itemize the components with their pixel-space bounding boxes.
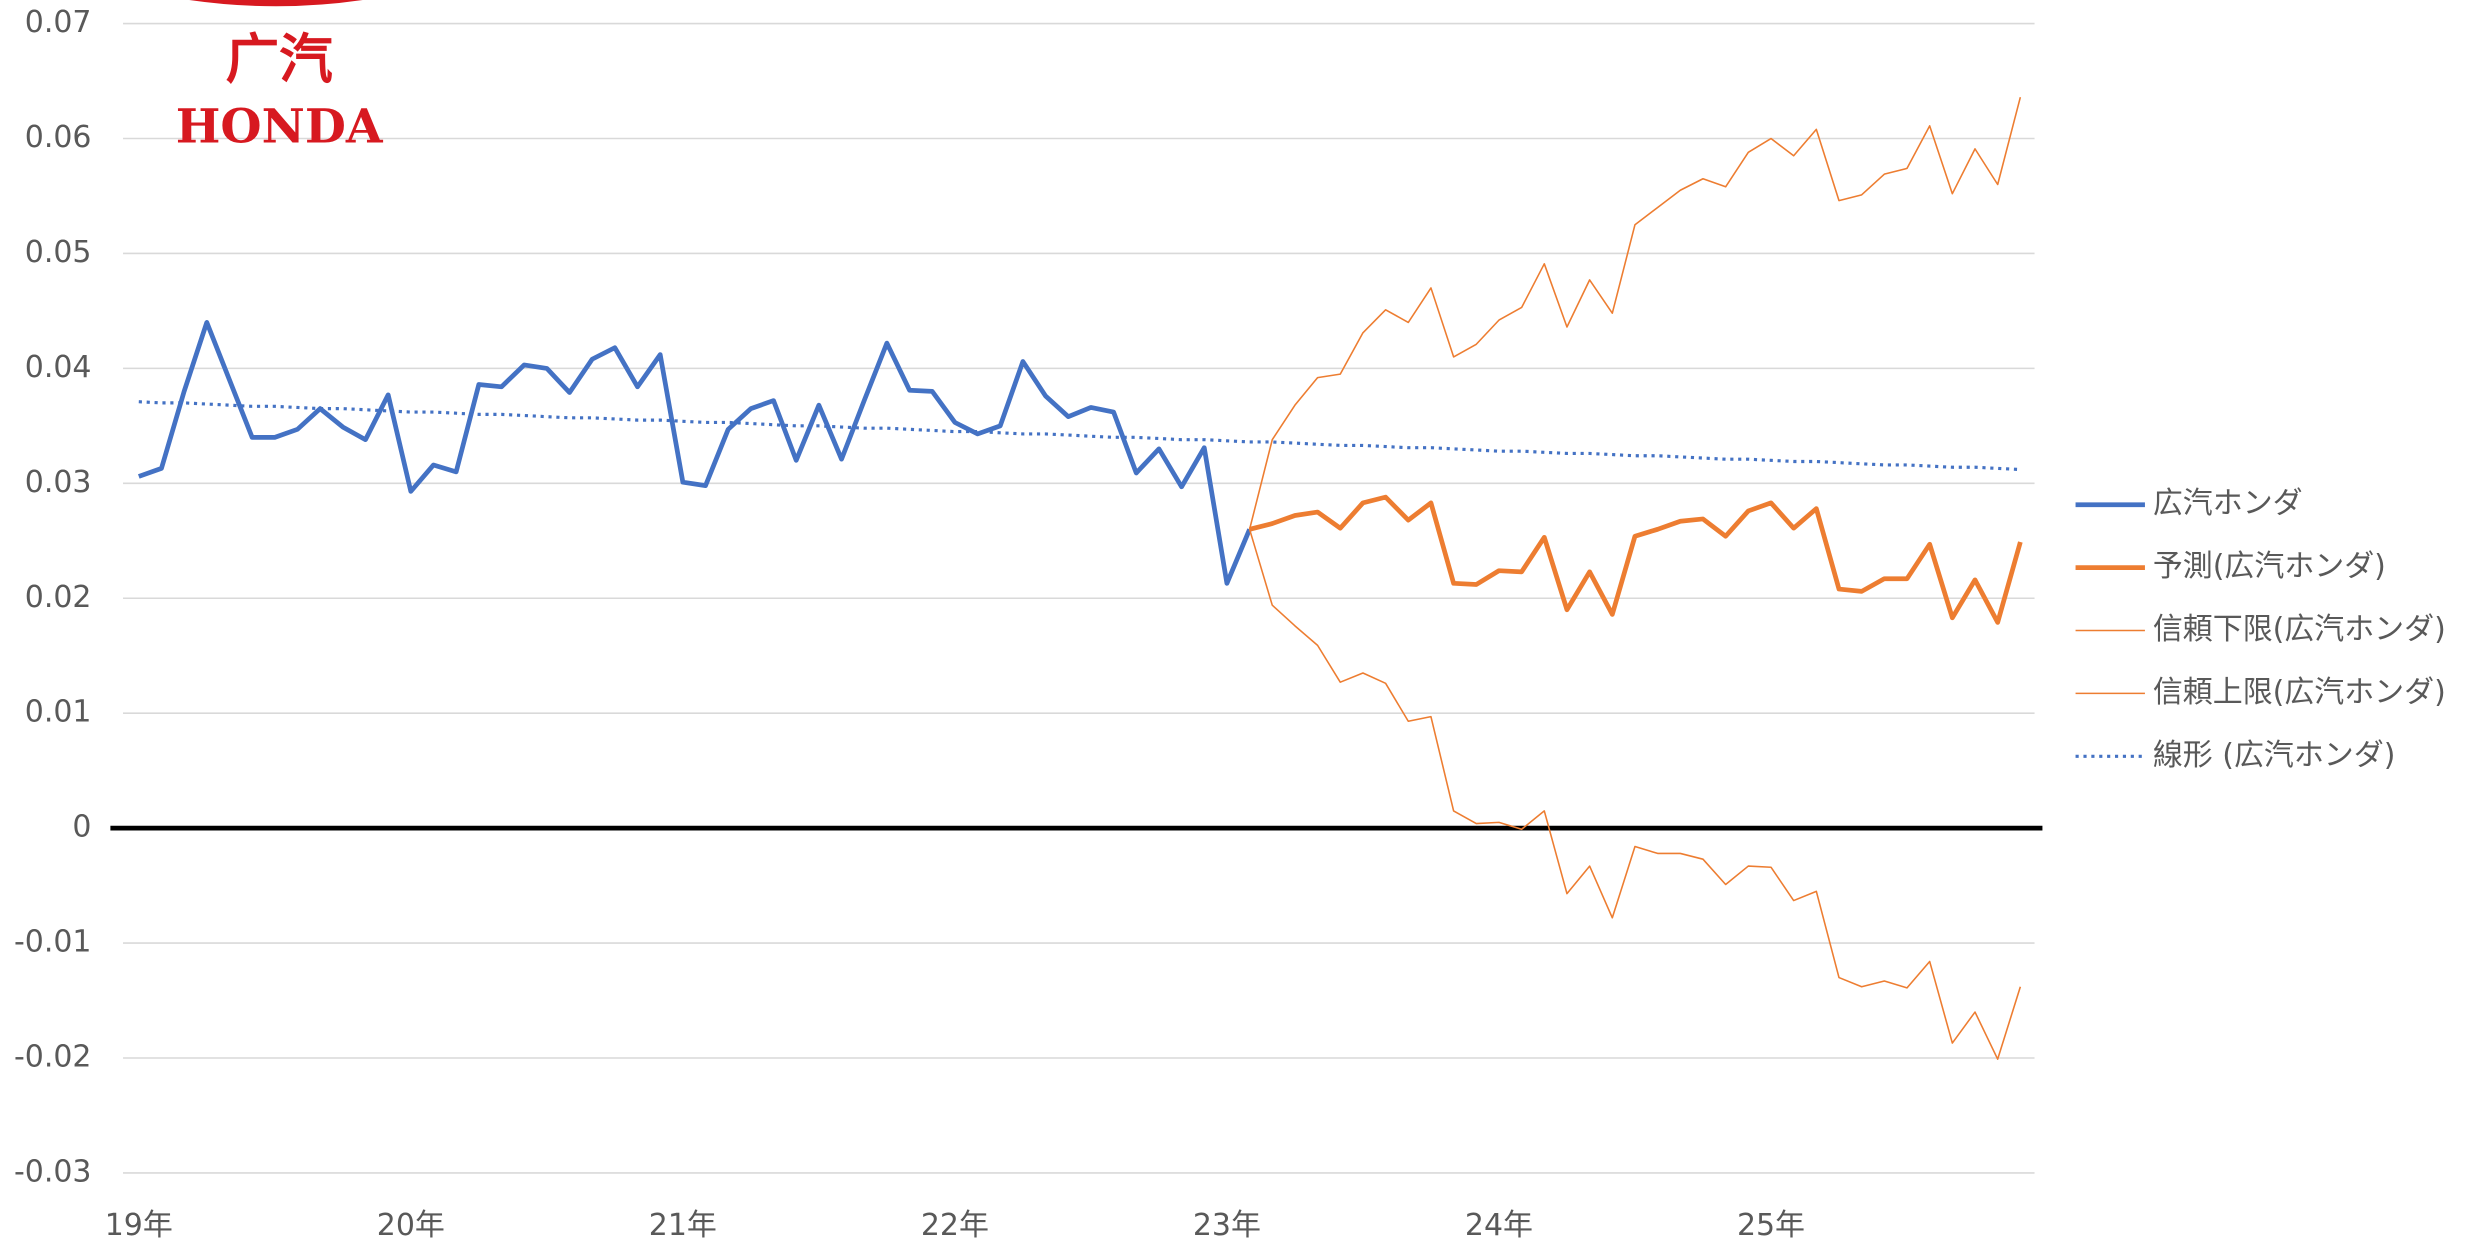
series-line [1249,494,2023,625]
x-tick-label: 21年 [649,1208,717,1243]
series-line [137,320,1252,586]
y-tick-label: 0.07 [25,5,92,40]
y-tick-label: -0.01 [14,925,92,960]
y-tick-label: 0.05 [25,235,92,270]
x-tick-label: 22年 [921,1208,989,1243]
y-tick-label: 0.06 [25,120,92,155]
x-tick-label: 19年 [105,1208,173,1243]
legend-label: 予測(広汽ホンダ) [2153,549,2386,584]
y-tick-label: -0.03 [14,1154,92,1189]
y-tick-label: 0.02 [25,580,92,615]
y-tick-label: 0 [72,810,91,845]
x-tick-label: 25年 [1737,1208,1805,1243]
y-tick-label: 0.04 [25,350,92,385]
x-tick-label: 20年 [377,1208,445,1243]
x-tick-label: 23年 [1193,1208,1261,1243]
legend-label: 信頼下限(広汽ホンダ) [2153,612,2446,647]
y-tick-label: 0.03 [25,465,92,500]
logo-bottom: HONDA [176,100,384,155]
x-tick-label: 24年 [1465,1208,1533,1243]
logo-shape [189,0,363,7]
legend-label: 線形 (広汽ホンダ) [2153,738,2396,773]
series-line [138,400,2021,472]
series-line [1248,96,2022,530]
series-line [1248,529,2022,1060]
logo-top: 广汽 [226,28,333,91]
y-tick-label: 0.01 [25,695,92,730]
logo: 广汽 HONDA [176,0,384,154]
legend-label: 信頼上限(広汽ホンダ) [2153,675,2446,710]
y-tick-label: -0.02 [14,1040,92,1075]
legend-label: 広汽ホンダ [2153,486,2303,521]
